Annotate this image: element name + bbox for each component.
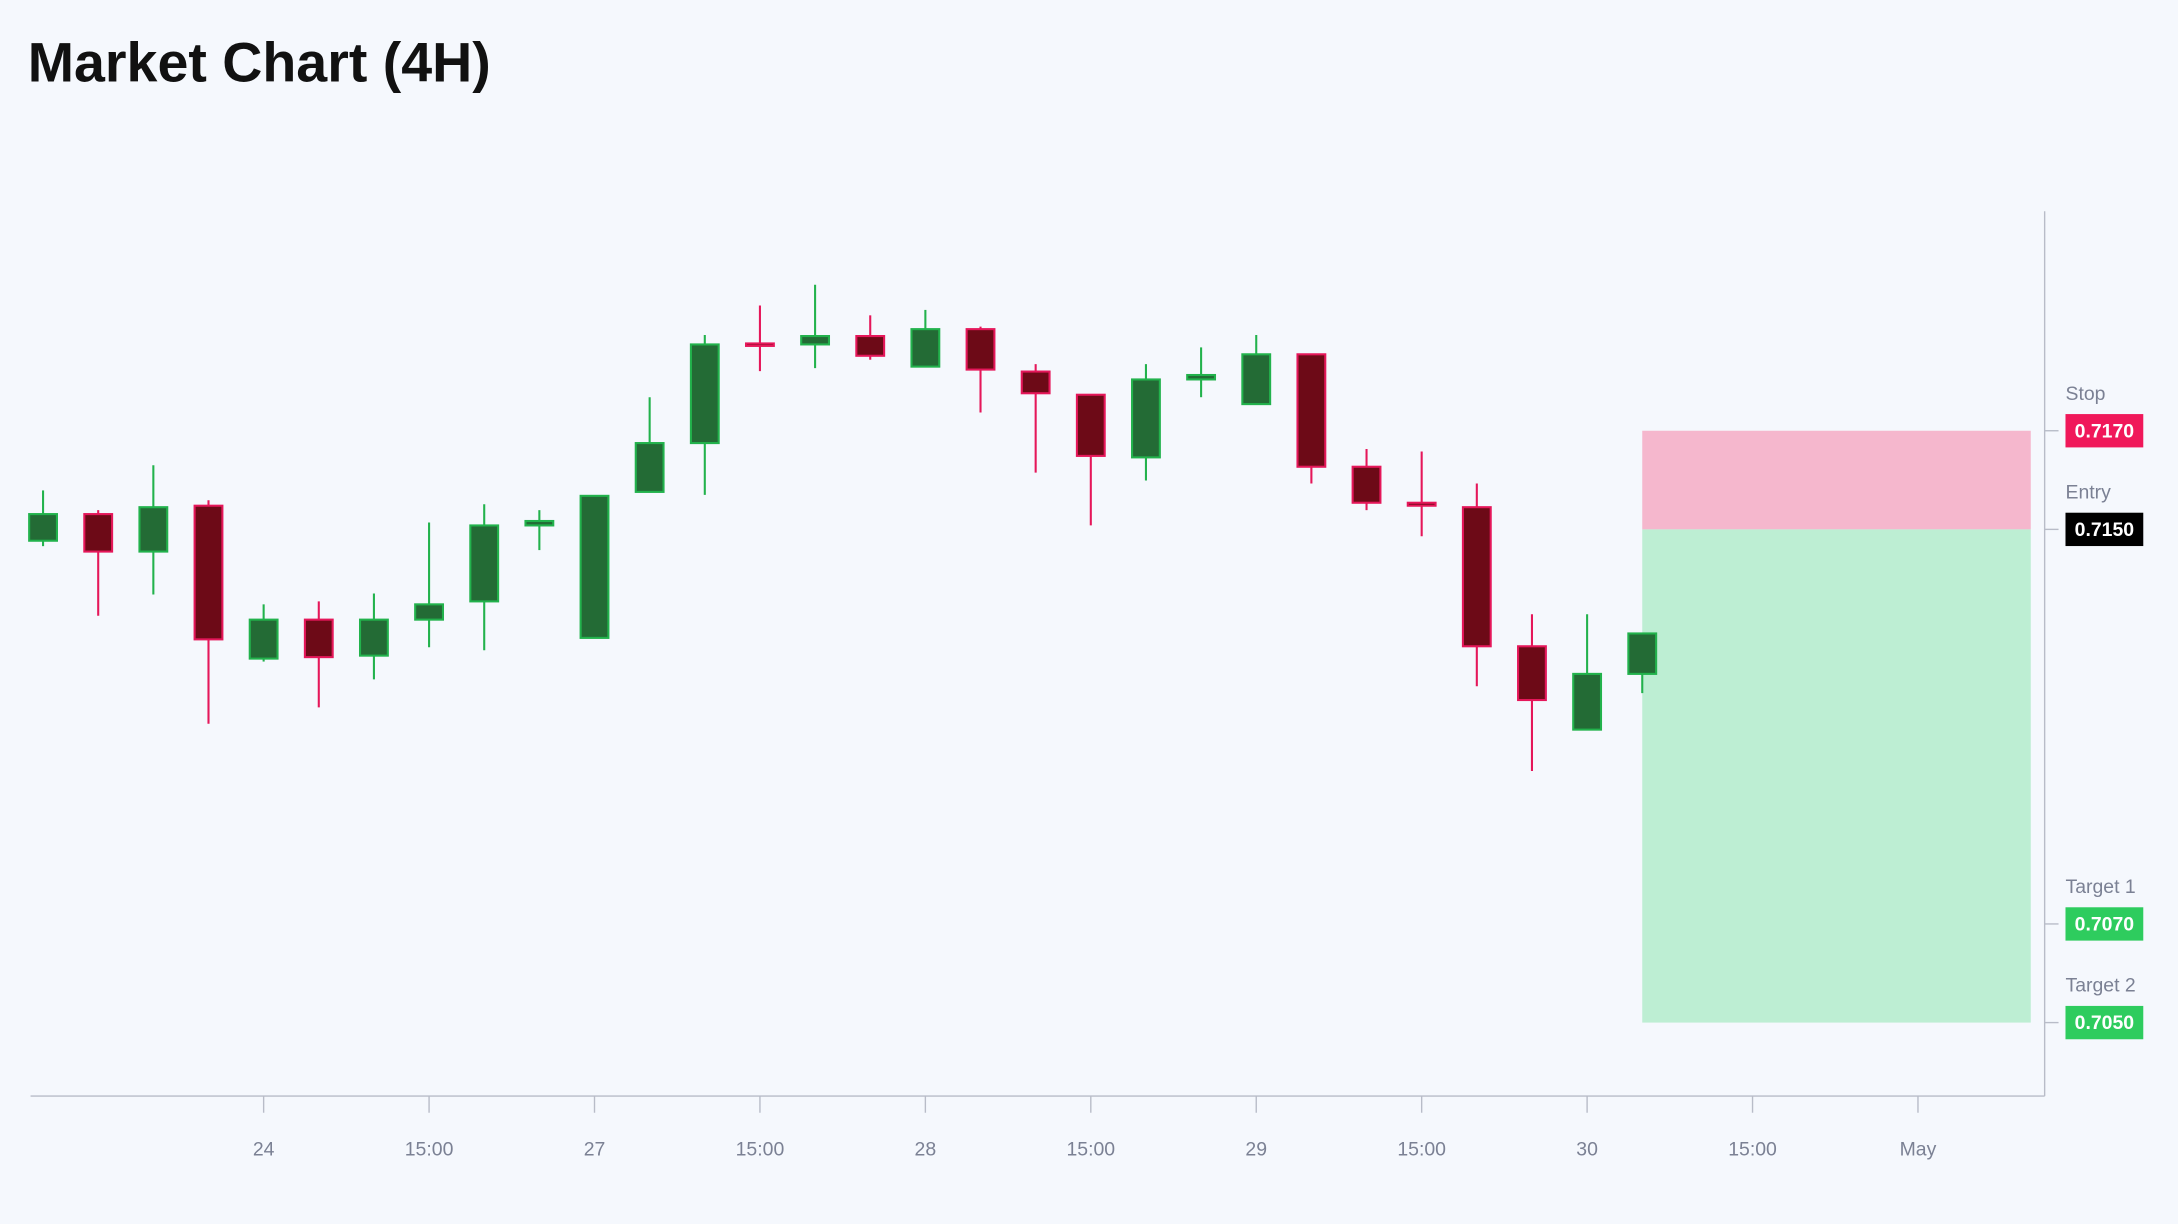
candle-body [1186,373,1217,381]
candle-body [1461,506,1492,648]
x-tick-label: May [1900,1138,1937,1160]
x-tick-label: 28 [915,1138,937,1160]
candle-body [1241,353,1272,406]
level-badge [2065,907,2144,941]
x-tick-label: 15:00 [405,1138,454,1160]
x-tick-label: 15:00 [736,1138,785,1160]
candle-body [469,524,500,603]
candle-body [1131,378,1161,459]
x-tick-label: 15:00 [1066,1138,1115,1160]
reward-zone [1642,529,2031,1023]
candle-body [855,335,886,357]
candle-body [800,335,831,346]
candle-body [303,618,334,659]
level-badge [2065,1005,2144,1040]
candle-body [414,603,445,621]
level-value: 0.7050 [2075,1012,2135,1034]
candle-body [1406,501,1437,507]
candle-body [1351,465,1382,504]
candle-body [634,442,665,493]
candle-body [745,342,775,347]
candle-body [689,343,720,445]
candle-body [358,618,389,657]
candle-body [248,618,279,660]
candle-body [579,494,610,639]
level-name: Stop [2065,383,2105,405]
candle-body [1627,632,1658,675]
x-tick-label: 15:00 [1728,1138,1777,1160]
candle-body [1296,353,1327,468]
candle-body [1517,645,1547,702]
level-name: Target 2 [2065,975,2135,997]
level-badge [2065,512,2144,547]
candle-body [1020,370,1051,395]
x-tick-label: 29 [1245,1138,1267,1160]
level-name: Entry [2065,481,2111,503]
level-value: 0.7150 [2075,519,2135,541]
level-badge [2065,414,2144,448]
candle-body [524,519,555,527]
zones [1642,430,2031,1023]
risk-zone [1642,430,2031,530]
candle-body [965,328,996,371]
x-tick-label: 27 [584,1138,606,1160]
level-value: 0.7170 [2075,420,2135,442]
candle-body [83,513,114,553]
x-tick-label: 30 [1576,1138,1598,1160]
candle-body [138,506,169,553]
x-tick-label: 15:00 [1397,1138,1446,1160]
x-tick-label: 24 [253,1138,275,1160]
candle-body [910,328,941,368]
chart-title: Market Chart (4H) [28,31,491,93]
candle-body [28,513,58,542]
level-name: Target 1 [2065,876,2135,898]
candle-body [193,504,224,641]
candle-body [1075,393,1106,457]
candle-body [1572,672,1603,731]
level-value: 0.7070 [2075,913,2135,935]
